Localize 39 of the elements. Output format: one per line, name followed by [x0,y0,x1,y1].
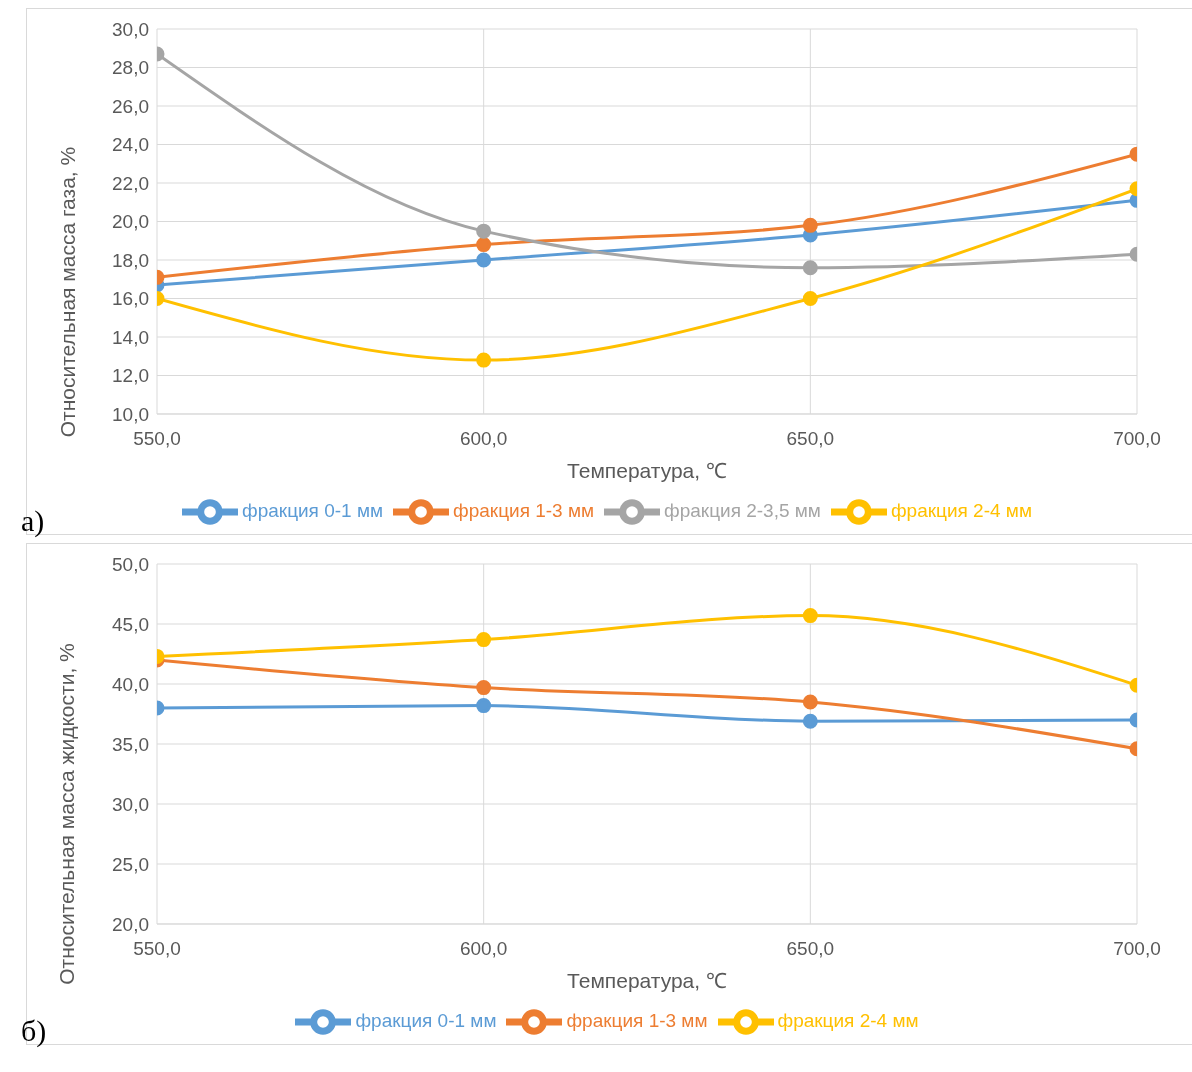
x-axis-title: Температура, ℃ [567,459,727,482]
x-tick-label: 700,0 [1113,428,1161,450]
text: б) [21,1014,47,1048]
legend-label: фракция 0-1 мм [355,1010,497,1032]
y-tick-label: 25,0 [112,853,149,875]
y-tick-label: 50,0 [112,553,149,575]
x-tick-label: 700,0 [1113,938,1161,960]
y-tick-label: 40,0 [112,673,149,695]
x-tick-label: 600,0 [459,428,508,450]
y-tick-label: 16,0 [112,288,149,310]
legend-label: фракция 2-3,5 мм [664,500,821,522]
legend-label: фракция 2-4 мм [777,1010,919,1032]
x-axis-title: Температура, ℃ [567,969,727,992]
y-axis-title: Относительная масса жидкости, % [55,642,79,987]
y-tick-label: 28,0 [112,57,149,79]
x-tick-label: 550,0 [133,938,181,960]
y-tick-label: 12,0 [112,365,149,387]
x-tick-label: 650,0 [786,428,835,450]
legend-label: фракция 1-3 мм [566,1010,708,1032]
y-tick-label: 24,0 [112,134,149,156]
text: а) [21,504,45,538]
y-tick-label: 30,0 [112,18,149,40]
legend-label: фракция 2-4 мм [890,500,1032,522]
y-tick-label: 10,0 [112,403,149,425]
y-tick-label: 30,0 [112,793,149,815]
x-tick-label: 550,0 [133,428,181,450]
y-axis-title: Относительная масса газа, % [55,145,79,439]
y-tick-label: 45,0 [112,613,149,635]
y-tick-label: 18,0 [112,249,149,271]
y-tick-label: 26,0 [112,95,149,117]
y-tick-label: 20,0 [112,211,149,233]
y-tick-label: 20,0 [112,913,149,935]
y-tick-label: 35,0 [112,733,149,755]
legend-label: фракция 0-1 мм [242,500,384,522]
x-tick-label: 650,0 [786,938,835,960]
x-tick-label: 600,0 [459,938,508,960]
y-tick-label: 22,0 [112,172,149,194]
legend-label: фракция 1-3 мм [453,500,595,522]
y-tick-label: 14,0 [112,326,149,348]
